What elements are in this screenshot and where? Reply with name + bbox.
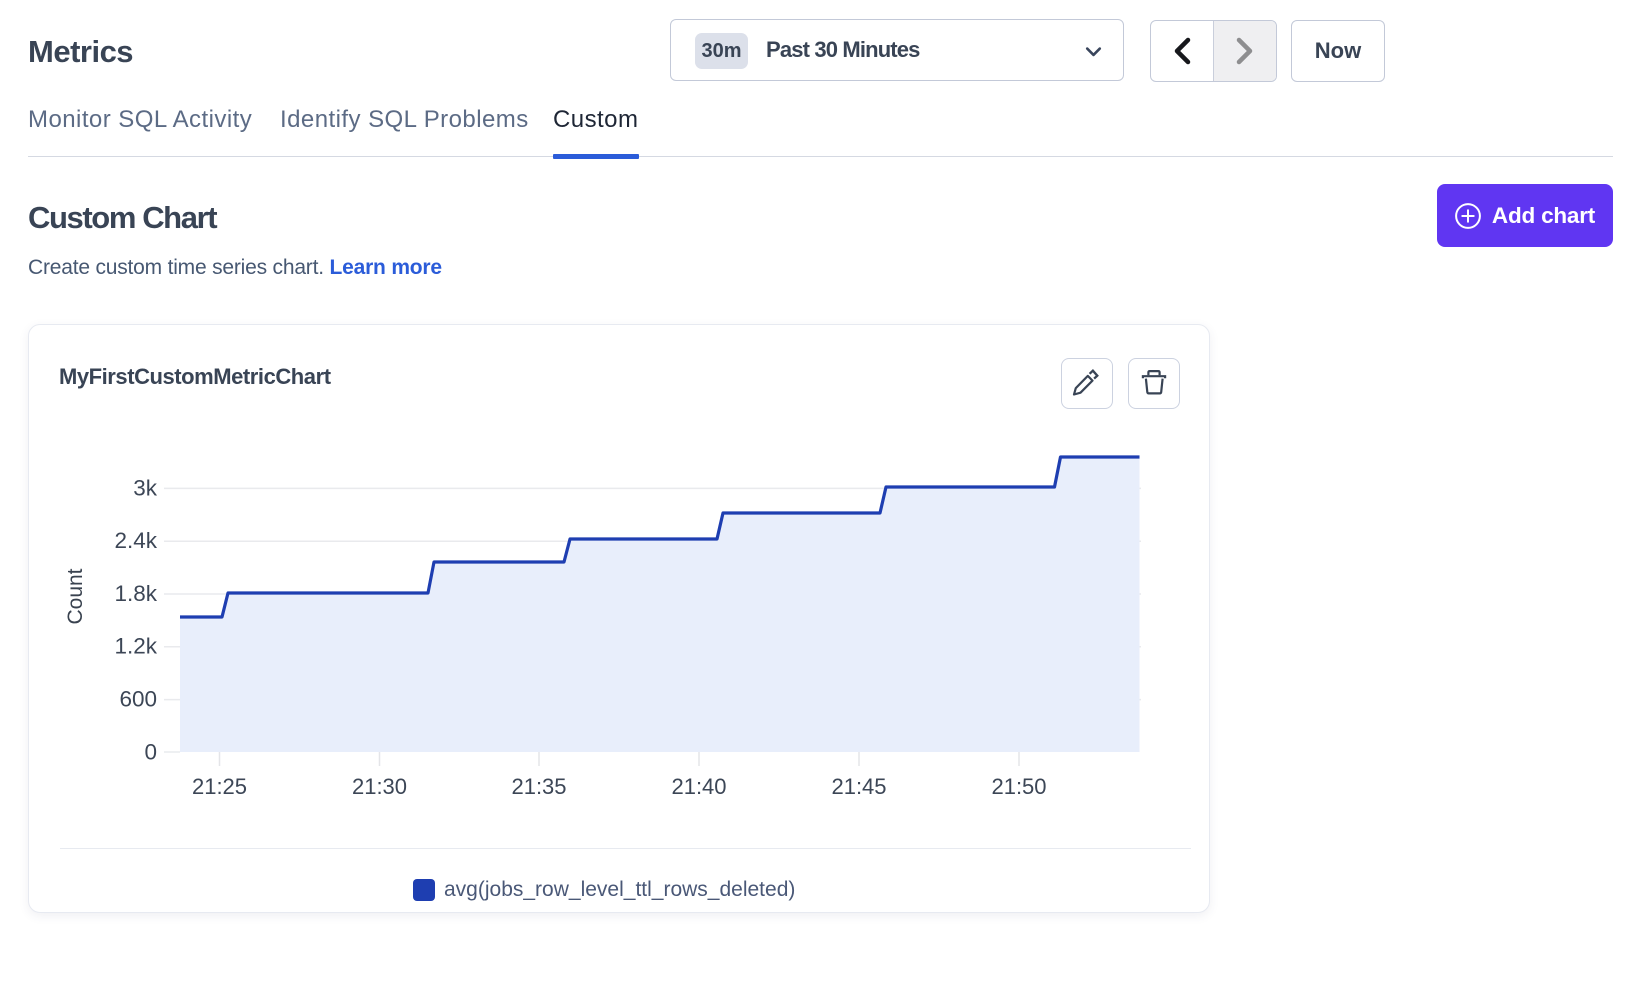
svg-text:21:30: 21:30 — [352, 774, 407, 799]
svg-text:21:35: 21:35 — [511, 774, 566, 799]
svg-text:21:45: 21:45 — [831, 774, 886, 799]
svg-text:21:25: 21:25 — [192, 774, 247, 799]
svg-text:0: 0 — [144, 740, 157, 765]
svg-text:600: 600 — [119, 687, 157, 712]
svg-text:1.2k: 1.2k — [114, 634, 157, 659]
svg-text:Count: Count — [64, 568, 87, 624]
svg-text:1.8k: 1.8k — [114, 581, 157, 606]
svg-text:21:50: 21:50 — [991, 774, 1046, 799]
svg-text:21:40: 21:40 — [671, 774, 726, 799]
svg-text:2.4k: 2.4k — [114, 528, 157, 553]
svg-text:3k: 3k — [133, 476, 158, 501]
